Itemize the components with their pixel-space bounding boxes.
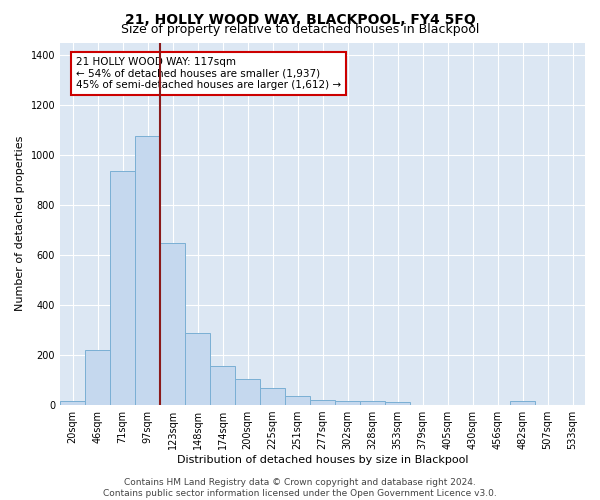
Bar — [160, 242, 185, 405]
Bar — [185, 332, 210, 405]
Text: 21 HOLLY WOOD WAY: 117sqm
← 54% of detached houses are smaller (1,937)
45% of se: 21 HOLLY WOOD WAY: 117sqm ← 54% of detac… — [76, 57, 341, 90]
Text: Contains HM Land Registry data © Crown copyright and database right 2024.
Contai: Contains HM Land Registry data © Crown c… — [103, 478, 497, 498]
Bar — [510, 402, 535, 405]
Bar — [335, 400, 360, 405]
Bar — [385, 402, 410, 405]
Bar — [360, 402, 385, 405]
Bar — [310, 400, 335, 405]
Bar — [85, 350, 110, 405]
Bar — [135, 136, 160, 405]
Bar — [60, 402, 85, 405]
Bar — [260, 388, 285, 405]
X-axis label: Distribution of detached houses by size in Blackpool: Distribution of detached houses by size … — [177, 455, 468, 465]
Y-axis label: Number of detached properties: Number of detached properties — [15, 136, 25, 312]
Bar — [210, 366, 235, 405]
Bar — [235, 379, 260, 405]
Text: Size of property relative to detached houses in Blackpool: Size of property relative to detached ho… — [121, 22, 479, 36]
Bar — [110, 172, 135, 405]
Text: 21, HOLLY WOOD WAY, BLACKPOOL, FY4 5FQ: 21, HOLLY WOOD WAY, BLACKPOOL, FY4 5FQ — [125, 12, 475, 26]
Bar — [285, 396, 310, 405]
